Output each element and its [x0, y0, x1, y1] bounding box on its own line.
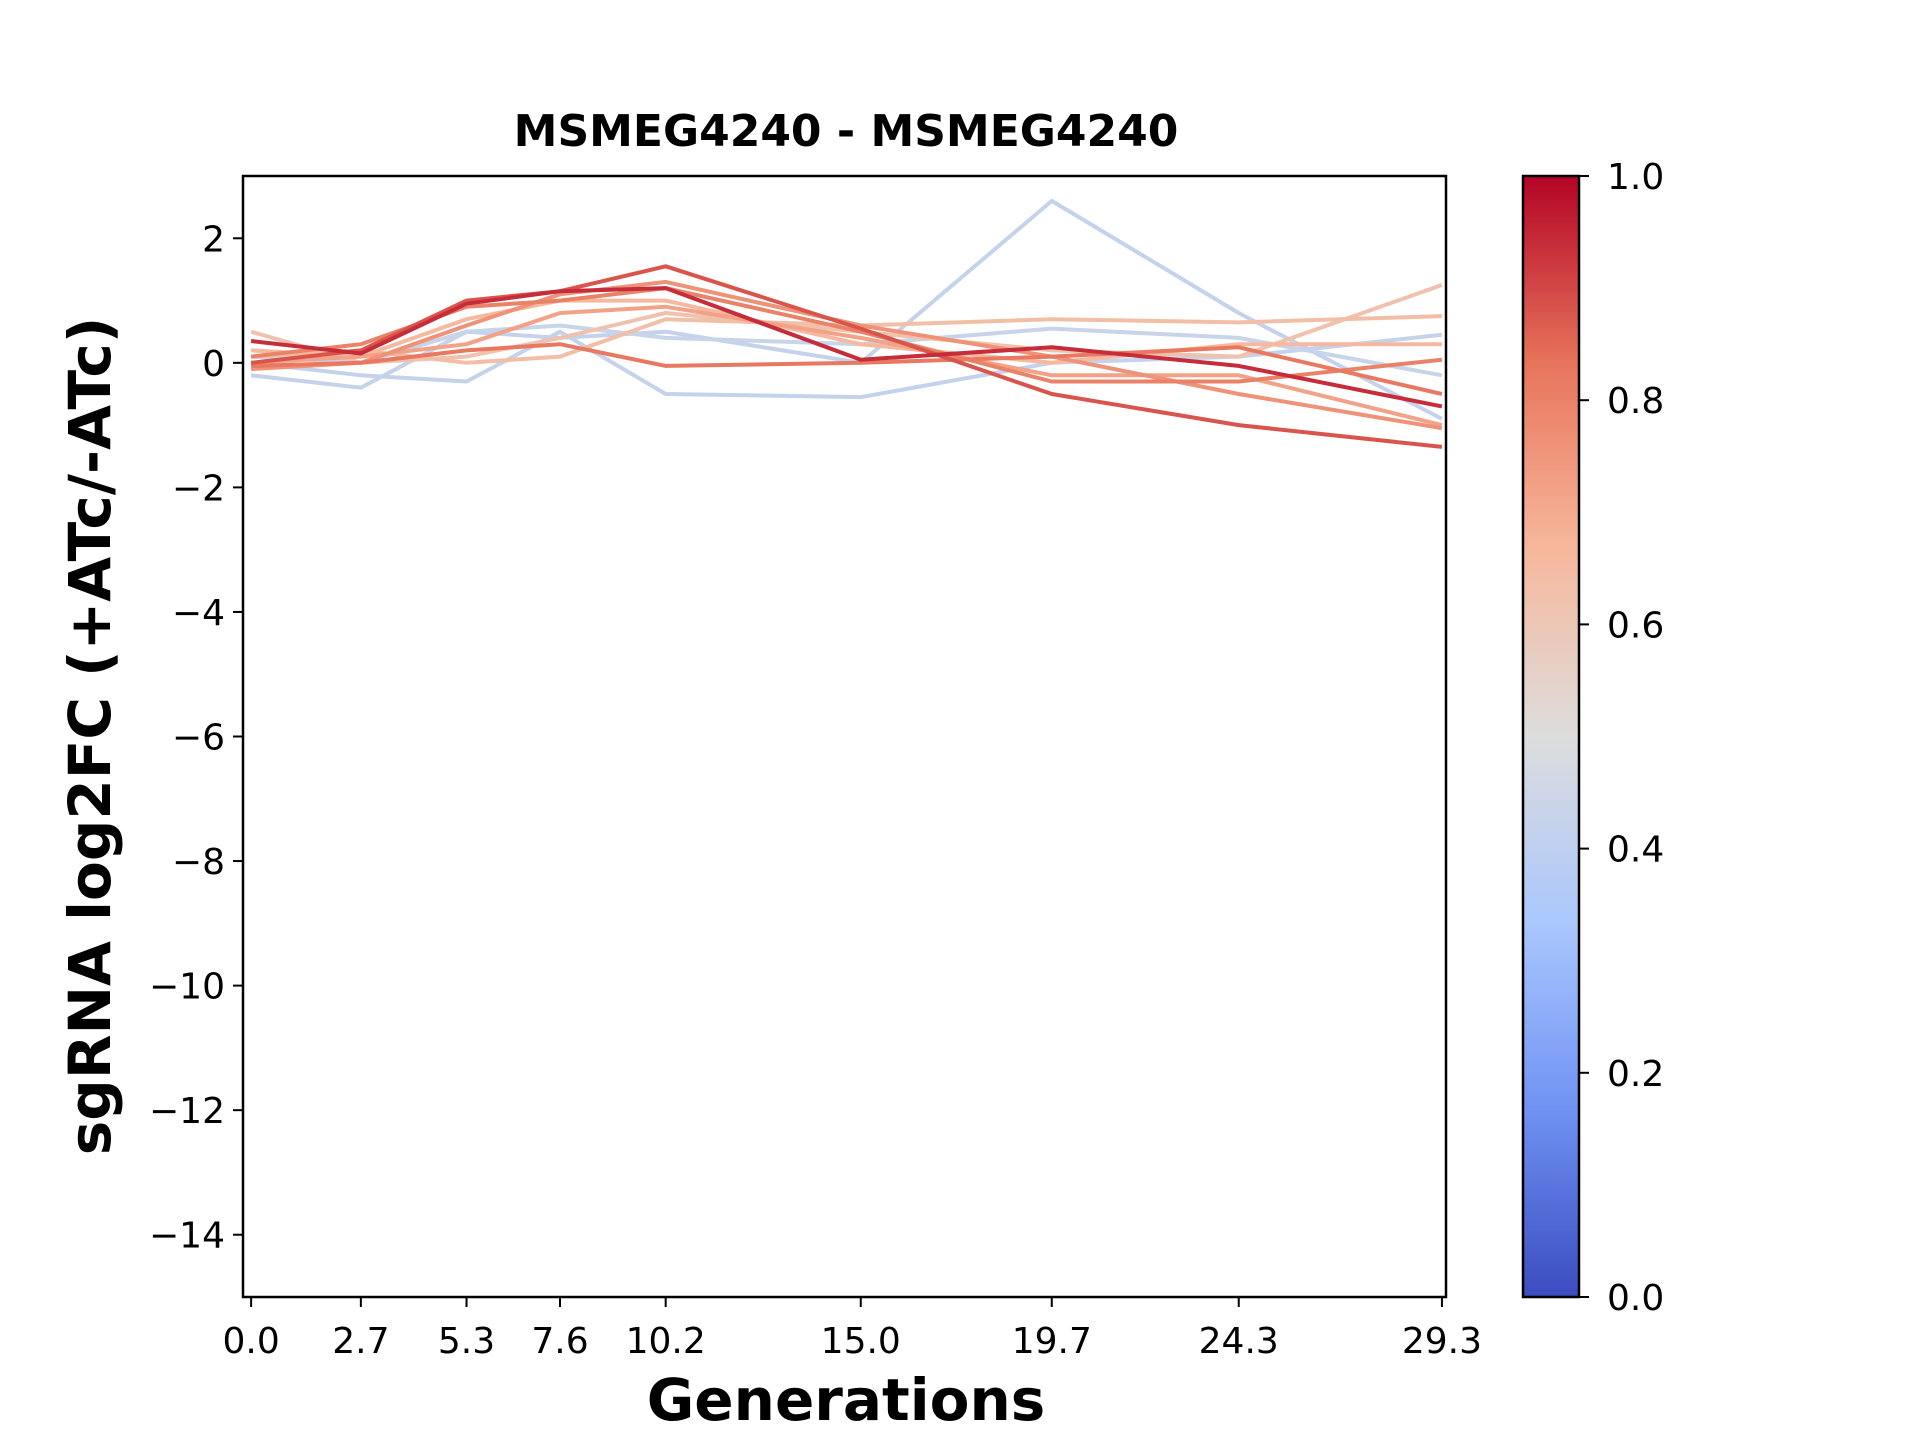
series-line-12	[250, 286, 1443, 409]
x-axis-label: Generations	[647, 1366, 1046, 1434]
series-line-10	[251, 342, 1443, 396]
y-tick-label: −10	[149, 967, 225, 1008]
y-axis-label: sgRNA log2FC (+ATc/-ATc)	[56, 317, 124, 1155]
y-tick-label: 2	[202, 219, 225, 260]
series-line-5	[250, 314, 1442, 365]
y-tick-label: −2	[172, 468, 225, 509]
colorbar-tick-label: 0.4	[1607, 830, 1664, 871]
y-tick-label: −14	[149, 1216, 225, 1257]
series-line-4	[250, 283, 1443, 365]
y-tick-label: 0	[202, 344, 225, 385]
colorbar	[1521, 174, 1581, 1299]
series-layer	[250, 198, 1443, 449]
plot-frame	[241, 174, 1448, 1299]
colorbar-tick-label: 0.6	[1607, 605, 1664, 646]
x-axis-ticks: 0.0 2.7 5.3 7.6 10.2 15.0 19.7 24.3 29.3	[222, 1297, 1482, 1362]
y-tick-label: −8	[172, 842, 225, 883]
colorbar-tick-label: 1.0	[1607, 157, 1664, 198]
y-tick-label: −6	[172, 718, 225, 759]
x-tick-label: 10.2	[626, 1321, 706, 1362]
x-tick-label: 29.3	[1402, 1321, 1482, 1362]
x-tick-label: 7.6	[531, 1321, 588, 1362]
series-line-1	[250, 198, 1443, 421]
chart-title: MSMEG4240 - MSMEG4240	[514, 106, 1179, 157]
x-tick-label: 24.3	[1199, 1321, 1279, 1362]
colorbar-tick-label: 0.2	[1607, 1054, 1664, 1095]
x-tick-label: 2.7	[332, 1321, 389, 1362]
colorbar-tick-label: 0.8	[1607, 381, 1664, 422]
y-tick-label: −4	[172, 593, 225, 634]
colorbar-tick-label: 0.0	[1607, 1278, 1664, 1319]
series-line-11	[250, 264, 1443, 449]
y-tick-label: −12	[149, 1091, 225, 1132]
x-tick-label: 19.7	[1012, 1321, 1092, 1362]
x-tick-label: 0.0	[222, 1321, 279, 1362]
x-tick-label: 5.3	[438, 1321, 495, 1362]
x-tick-label: 15.0	[821, 1321, 901, 1362]
y-axis-ticks: 2 0 −2 −4 −6 −8 −10 −12 −14	[149, 219, 243, 1257]
colorbar-ticks: 0.0 0.2 0.4 0.6 0.8 1.0	[1579, 157, 1664, 1319]
